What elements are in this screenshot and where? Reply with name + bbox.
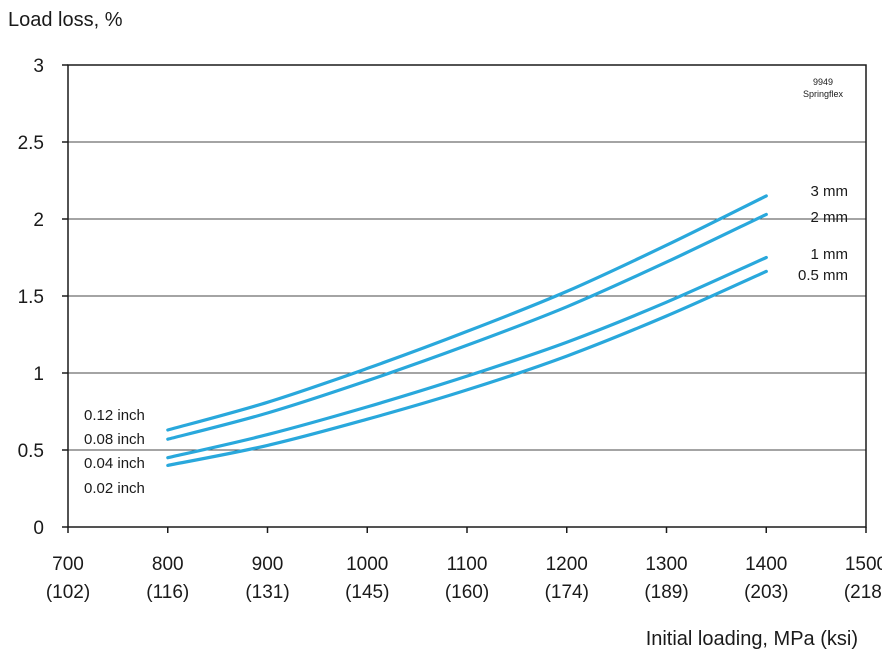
- series-line-3: [166, 255, 768, 460]
- y-tick-label: 2: [33, 210, 44, 231]
- y-tick-label: 2.5: [18, 133, 44, 154]
- series-label-imperial: 0.12 inch: [84, 407, 145, 424]
- x-axis-title: Initial loading, MPa (ksi): [646, 628, 858, 650]
- x-tick-sublabel: (189): [644, 582, 688, 603]
- y-tick-label: 3: [33, 56, 44, 77]
- series-label-metric: 0.5 mm: [798, 267, 848, 284]
- y-tick-label: 1: [33, 364, 44, 385]
- x-tick-label: 1000: [346, 554, 388, 575]
- x-tick-sublabel: (145): [345, 582, 389, 603]
- x-tick-label: 800: [152, 554, 184, 575]
- series-line-4: [166, 269, 768, 467]
- series-line-1: [166, 194, 768, 432]
- x-tick-sublabel: (218): [844, 582, 882, 603]
- series-label-metric: 2 mm: [811, 209, 849, 226]
- x-tick-label: 1300: [645, 554, 687, 575]
- y-tick-label: 1.5: [18, 287, 44, 308]
- series-label-metric: 1 mm: [811, 246, 849, 263]
- x-tick-sublabel: (174): [545, 582, 589, 603]
- y-tick-label: 0: [33, 518, 44, 539]
- series-label-imperial: 0.08 inch: [84, 431, 145, 448]
- x-tick-sublabel: (116): [146, 582, 189, 603]
- y-axis-title: Load loss, %: [8, 9, 123, 31]
- x-tick-label: 1400: [745, 554, 787, 575]
- x-tick-sublabel: (203): [744, 582, 788, 603]
- x-tick-sublabel: (102): [46, 582, 90, 603]
- series-label-imperial: 0.04 inch: [84, 455, 145, 472]
- chart-note-line1: 9949: [813, 77, 833, 87]
- x-tick-sublabel: (131): [245, 582, 289, 603]
- grid-lines: [68, 141, 866, 451]
- y-tick-label: 0.5: [18, 441, 44, 462]
- series-lines: [166, 194, 768, 467]
- x-tick-label: 1100: [447, 554, 488, 575]
- x-tick-label: 900: [252, 554, 284, 575]
- x-tick-sublabel: (160): [445, 582, 489, 603]
- chart-note-line2: Springflex: [803, 89, 844, 99]
- series-label-imperial: 0.02 inch: [84, 480, 145, 497]
- axis-ticks: [62, 64, 867, 533]
- series-label-metric: 3 mm: [811, 183, 849, 200]
- series-line-2: [166, 212, 768, 441]
- y-tick-labels: 0 0.5 1 1.5 2 2.5 3: [18, 56, 44, 539]
- x-tick-labels: 700 (102) 800 (116) 900 (131) 1000 (145) 1100 (16…: [46, 554, 882, 603]
- x-tick-label: 1200: [546, 554, 588, 575]
- x-tick-label: 700: [52, 554, 84, 575]
- x-tick-label: 1500: [845, 554, 882, 575]
- series-labels: 3 mm 0.12 inch 2 mm 0.08 inch 1 mm 0.04 inch 0…: [84, 183, 848, 497]
